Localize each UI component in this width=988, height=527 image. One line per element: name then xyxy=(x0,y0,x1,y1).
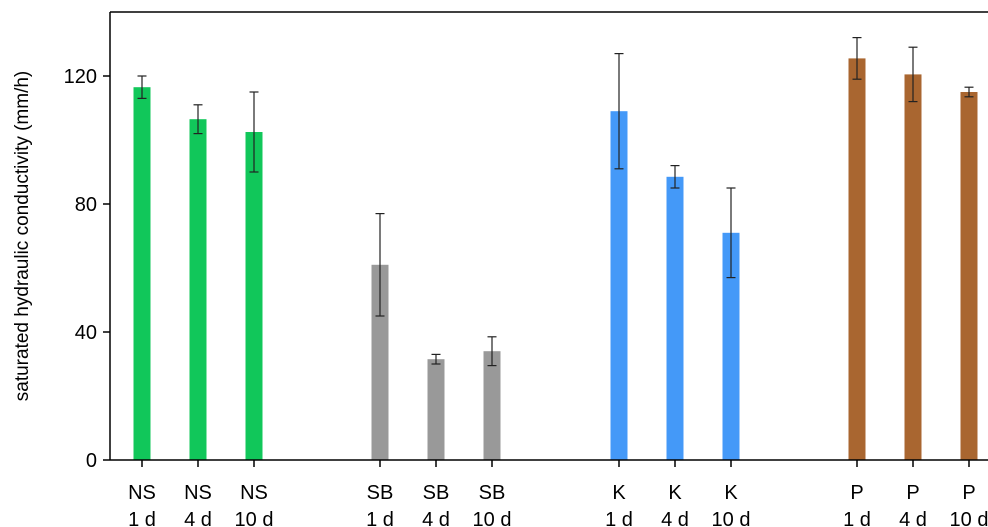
x-tick-label-line1: SB xyxy=(479,482,506,504)
x-tick-label-line2: 4 d xyxy=(661,509,689,527)
x-tick-label-line2: 10 d xyxy=(473,509,512,527)
bar-k-1d xyxy=(610,111,628,460)
y-tick-label: 40 xyxy=(75,322,97,344)
x-tick-label-line1: K xyxy=(612,482,626,504)
error-bars-layer xyxy=(137,36,974,367)
bar-p-10d xyxy=(960,92,978,460)
error-bar xyxy=(431,353,441,365)
x-tick-label-line1: K xyxy=(724,482,738,504)
error-bar xyxy=(375,213,385,317)
error-bar xyxy=(614,52,624,170)
x-tick-label-line2: 10 d xyxy=(950,509,988,527)
x-tick-label-line2: 4 d xyxy=(899,509,927,527)
x-tick-label-line2: 4 d xyxy=(422,509,450,527)
x-tick-label-line2: 10 d xyxy=(712,509,751,527)
bar-sb-10d xyxy=(483,351,501,460)
bar-k-10d xyxy=(722,232,740,460)
x-tick-label-line1: P xyxy=(962,482,975,504)
x-tick-label-line2: 4 d xyxy=(184,509,212,527)
bar-p-4d xyxy=(904,74,922,461)
x-tick-label-line2: 1 d xyxy=(843,509,871,527)
x-tick-label-line1: K xyxy=(668,482,682,504)
error-bar xyxy=(726,187,736,279)
bars-layer xyxy=(133,58,978,461)
error-bar xyxy=(852,36,862,80)
x-tick-label-line1: NS xyxy=(184,482,212,504)
y-tick-label: 120 xyxy=(64,66,97,88)
error-bar xyxy=(249,91,259,173)
bar-sb-4d xyxy=(427,359,445,460)
bar-ns-4d xyxy=(189,119,207,460)
x-tick-label-line1: NS xyxy=(240,482,268,504)
x-tick-label-line1: P xyxy=(850,482,863,504)
error-bar xyxy=(487,336,497,367)
y-tick-label: 80 xyxy=(75,194,97,216)
x-tick-label-line1: SB xyxy=(423,482,450,504)
error-bar xyxy=(137,75,147,100)
bar-ns-10d xyxy=(245,132,263,460)
bar-k-4d xyxy=(666,176,684,461)
error-bar xyxy=(908,46,918,103)
x-tick-label-line2: 1 d xyxy=(366,509,394,527)
bar-sb-1d xyxy=(371,264,389,460)
x-tick-label-line1: NS xyxy=(128,482,156,504)
y-ticks-layer: 0 40 80 120 xyxy=(64,66,110,472)
bar-ns-1d xyxy=(133,87,151,460)
x-tick-label-line2: 10 d xyxy=(235,509,274,527)
x-tick-label-line2: 1 d xyxy=(605,509,633,527)
error-bar xyxy=(670,165,680,189)
y-tick-label: 0 xyxy=(86,450,97,472)
error-bar xyxy=(193,104,203,135)
x-tick-label-line1: SB xyxy=(367,482,394,504)
x-tick-label-line1: P xyxy=(906,482,919,504)
y-axis-title: saturated hydraulic conductivity (mm/h) xyxy=(12,71,33,402)
x-tick-label-line2: 1 d xyxy=(128,509,156,527)
x-labels-layer: NS 1 d NS 4 d NS 10 d SB 1 d SB 4 d SB 10 d K 1 d K 4 d… xyxy=(128,460,988,527)
bar-p-1d xyxy=(848,58,866,461)
error-bar xyxy=(964,86,974,98)
